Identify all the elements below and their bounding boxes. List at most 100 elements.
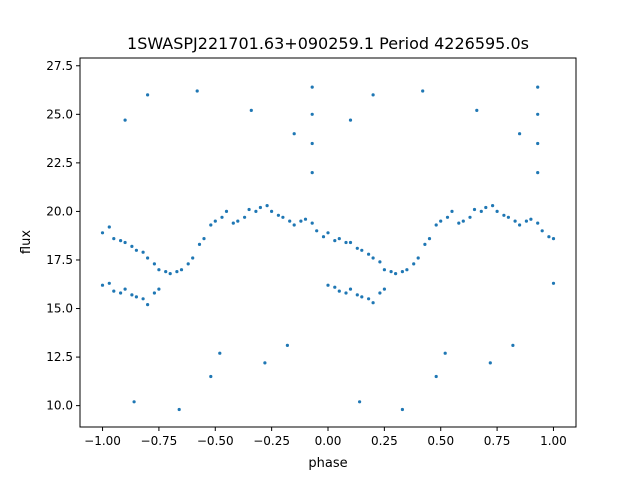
data-point [337,289,341,293]
data-point [197,242,202,246]
data-point [382,287,386,291]
data-point [146,303,150,307]
data-point [112,289,116,293]
data-point [337,237,341,241]
data-point [344,291,348,295]
data-point [123,240,127,245]
y-tick-label: 25.0 [46,107,73,121]
data-point [247,207,251,212]
data-point [524,219,529,223]
data-point [536,85,540,89]
data-point [389,270,393,274]
data-point [360,248,364,252]
data-point [218,351,222,355]
data-point [540,229,544,233]
data-point [315,229,319,233]
data-points [100,85,556,412]
data-point [254,209,258,213]
data-point [119,291,123,295]
data-point [382,268,386,272]
x-axis: −1.00 −0.75 −0.50 −0.25 0.00 0.25 0.50 0.75 1.00 [84,427,567,448]
data-point [321,235,326,239]
data-point [439,219,443,223]
x-tick-label: −0.25 [253,434,290,448]
data-point [123,287,127,291]
data-point [100,231,105,235]
data-point [276,213,280,217]
data-point [450,209,454,213]
data-point [292,132,296,136]
y-tick-label: 20.0 [46,204,73,218]
data-point [536,112,540,116]
y-axis: 10.0 12.5 15.0 17.5 20.0 22.5 25.0 27.5 [46,59,80,413]
data-point [378,260,382,264]
x-tick-label: 1.00 [540,434,567,448]
data-point [141,250,145,254]
data-point [416,256,420,260]
plot-frame [79,57,577,428]
x-tick-label: 0.00 [315,434,342,448]
x-tick-label: 0.50 [427,434,454,448]
data-point [288,219,292,223]
data-point [488,361,492,365]
data-point [243,215,247,219]
x-tick-label: −1.00 [84,434,121,448]
data-point [152,262,156,266]
data-point [547,235,551,239]
data-point [367,297,371,301]
data-point [202,237,206,241]
data-point [468,215,472,219]
x-tick-label: 0.25 [371,434,398,448]
data-point [355,293,359,297]
data-point [224,209,229,213]
data-point [263,361,267,365]
data-point [412,262,416,266]
data-point [130,244,134,248]
data-point [141,297,145,301]
data-point [427,237,432,241]
y-axis-label: flux [19,230,34,254]
data-point [112,237,116,241]
data-point [310,141,314,146]
data-point [348,287,353,291]
y-tick-label: 27.5 [46,59,73,73]
data-point [177,407,181,412]
data-point [213,219,217,223]
data-point [360,295,364,299]
data-point [179,268,184,272]
data-point [220,215,224,219]
data-point [310,112,314,116]
data-point [405,268,409,272]
data-point [175,270,179,274]
data-point [551,237,556,241]
data-point [249,108,253,112]
data-point [107,225,111,229]
data-point [236,219,240,223]
data-point [400,407,404,412]
y-tick-label: 17.5 [46,253,73,267]
data-point [348,240,353,245]
data-point [132,400,136,404]
data-point [358,400,362,404]
data-point [506,215,510,219]
data-point [119,239,123,243]
data-point [355,246,359,250]
data-point [157,268,161,272]
data-point [333,239,337,243]
data-point [484,205,488,210]
y-tick-label: 12.5 [46,350,73,364]
data-point [348,118,353,122]
data-point [258,205,262,210]
data-point [457,221,461,225]
data-point [371,93,375,97]
data-point [491,204,495,208]
data-point [479,209,483,213]
data-point [164,270,168,274]
data-point [536,171,540,175]
data-point [367,252,371,256]
data-point [434,223,438,227]
data-point [157,287,161,291]
data-point [502,213,506,217]
data-point [146,93,150,97]
